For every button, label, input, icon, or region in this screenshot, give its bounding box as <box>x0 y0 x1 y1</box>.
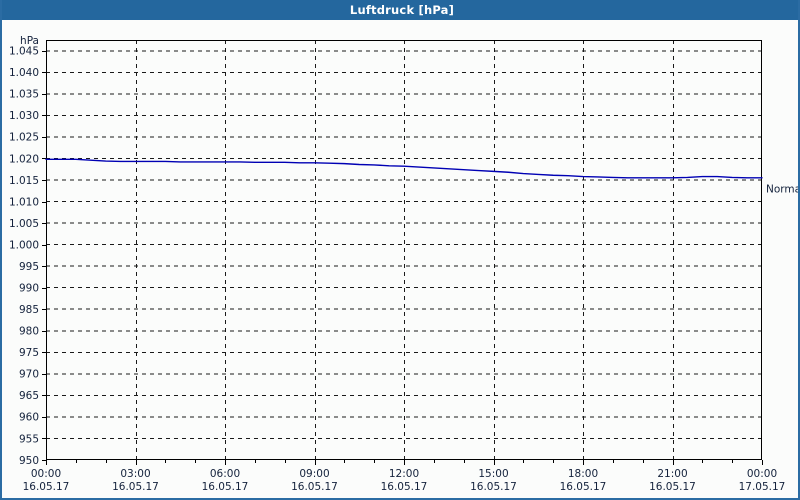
y-axis-tick-label: 980 <box>19 326 39 338</box>
x-axis-tick-label-time: 18:00 <box>568 468 598 480</box>
x-axis-tick-label-time: 15:00 <box>478 468 508 480</box>
normal-level-label: Normal <box>766 183 798 195</box>
x-axis-tick-label-time: 03:00 <box>120 468 150 480</box>
plot-frame <box>46 40 762 460</box>
grid-lines <box>46 40 762 460</box>
y-axis-tick-label: 1.025 <box>9 132 39 144</box>
x-axis-tick-label-date: 16.05.17 <box>649 481 696 493</box>
y-axis-tick-label: 1.000 <box>9 239 39 251</box>
y-axis-tick-label: 990 <box>19 282 39 294</box>
x-axis-tick-label-date: 16.05.17 <box>470 481 517 493</box>
y-axis-tick-label: 1.040 <box>9 67 39 79</box>
x-axis-labels: 00:0016.05.1703:0016.05.1706:0016.05.170… <box>23 468 786 493</box>
x-axis-tick-label-time: 21:00 <box>657 468 687 480</box>
y-axis-tick-label: 1.020 <box>9 153 39 165</box>
x-axis-tick-label-time: 09:00 <box>299 468 329 480</box>
y-axis-tick-label: 985 <box>19 304 39 316</box>
line-chart: 950 955 960 965 970 975 980 985 990 995 1.000 1.005… <box>9 35 798 493</box>
y-axis-labels: 950 955 960 965 970 975 980 985 990 995 1.000 1.005… <box>9 46 39 467</box>
x-axis-tick-label-date: 16.05.17 <box>23 481 70 493</box>
y-axis-tick-label: 950 <box>19 455 39 467</box>
normal-annotation: Normal <box>766 183 798 195</box>
page-title: Luftdruck [hPa] <box>349 3 455 17</box>
y-axis-tick-label: 955 <box>19 433 39 445</box>
x-axis-tick-label-date: 16.05.17 <box>291 481 338 493</box>
x-axis-tick-label-date: 16.05.17 <box>202 481 249 493</box>
x-axis-tick-label-time: 00:00 <box>747 468 777 480</box>
y-axis-tick-label: 1.030 <box>9 110 39 122</box>
chart-canvas: 950 955 960 965 970 975 980 985 990 995 1.000 1.005… <box>2 20 798 498</box>
y-axis-tick-label: 1.015 <box>9 175 39 187</box>
y-axis-tick-label: 995 <box>19 261 39 273</box>
y-axis-unit: hPa <box>20 35 39 47</box>
x-axis-tick-label-date: 16.05.17 <box>381 481 428 493</box>
x-axis-tick-label-time: 12:00 <box>389 468 419 480</box>
y-axis-tick-label: 960 <box>19 412 39 424</box>
x-axis-tick-label-date: 17.05.17 <box>739 481 786 493</box>
data-series <box>45 158 763 179</box>
y-axis-tick-label: 1.045 <box>9 46 39 58</box>
x-axis-tick-label-date: 16.05.17 <box>560 481 607 493</box>
y-axis-tick-label: 965 <box>19 390 39 402</box>
x-axis-tick-label-time: 00:00 <box>31 468 61 480</box>
y-axis-tick-label: 1.035 <box>9 89 39 101</box>
plot-border <box>46 40 762 460</box>
axis-ticks <box>42 51 763 465</box>
y-axis-tick-label: 970 <box>19 369 39 381</box>
x-axis-tick-label-date: 16.05.17 <box>112 481 159 493</box>
y-axis-tick-label: 1.005 <box>9 218 39 230</box>
y-axis-tick-label: 975 <box>19 347 39 359</box>
x-axis-tick-label-time: 06:00 <box>210 468 240 480</box>
y-axis-unit-label: hPa <box>20 35 39 47</box>
series-line-luftdruck <box>45 158 763 179</box>
y-axis-tick-label: 1.010 <box>9 196 39 208</box>
window-title-bar: Luftdruck [hPa] <box>2 0 798 20</box>
